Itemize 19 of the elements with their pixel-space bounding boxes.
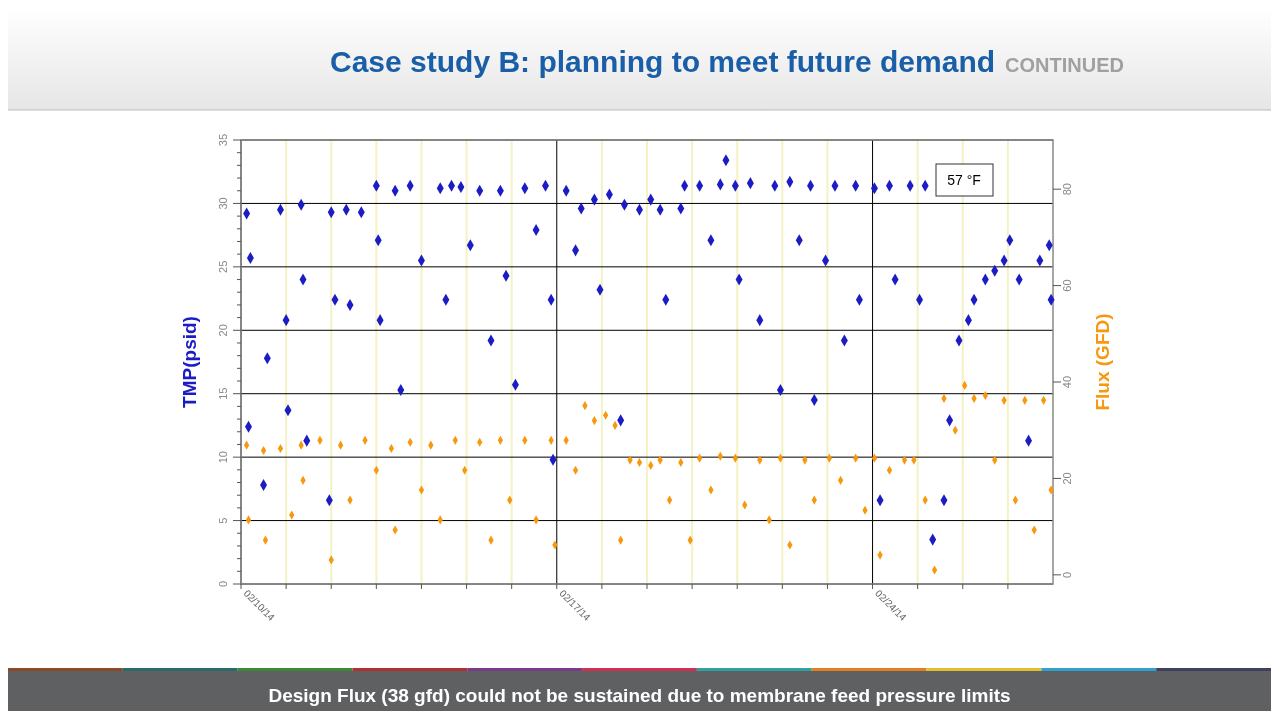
y-tick-label: 15 [217, 387, 229, 400]
y-tick-label: 35 [217, 133, 229, 147]
y2-tick-label: 40 [1061, 375, 1073, 389]
y-tick-label: 10 [217, 451, 229, 464]
y2-tick-label: 20 [1061, 472, 1073, 485]
y2-tick-label: 60 [1061, 279, 1073, 292]
y-tick-label: 20 [217, 324, 229, 337]
y-tick-label: 30 [217, 197, 229, 210]
chart-title: Case study B: planning to meet future demand [330, 45, 996, 78]
y2-tick-label: 80 [1061, 183, 1073, 196]
y-tick-label: 25 [217, 260, 229, 273]
text: Design Flux (38 gfd) could not be sustained due to membrane feed pressure limits [268, 685, 1011, 706]
y-tick-label: 5 [217, 517, 229, 524]
chart-subtitle: CONTINUED [1005, 54, 1124, 76]
y-tick-label: 0 [217, 580, 229, 588]
y-axis-title: TMP(psid) [179, 316, 200, 408]
annotation: 57 °F [947, 172, 981, 188]
y2-axis-title: Flux (GFD) [1092, 313, 1113, 411]
y2-tick-label: 0 [1061, 571, 1073, 578]
